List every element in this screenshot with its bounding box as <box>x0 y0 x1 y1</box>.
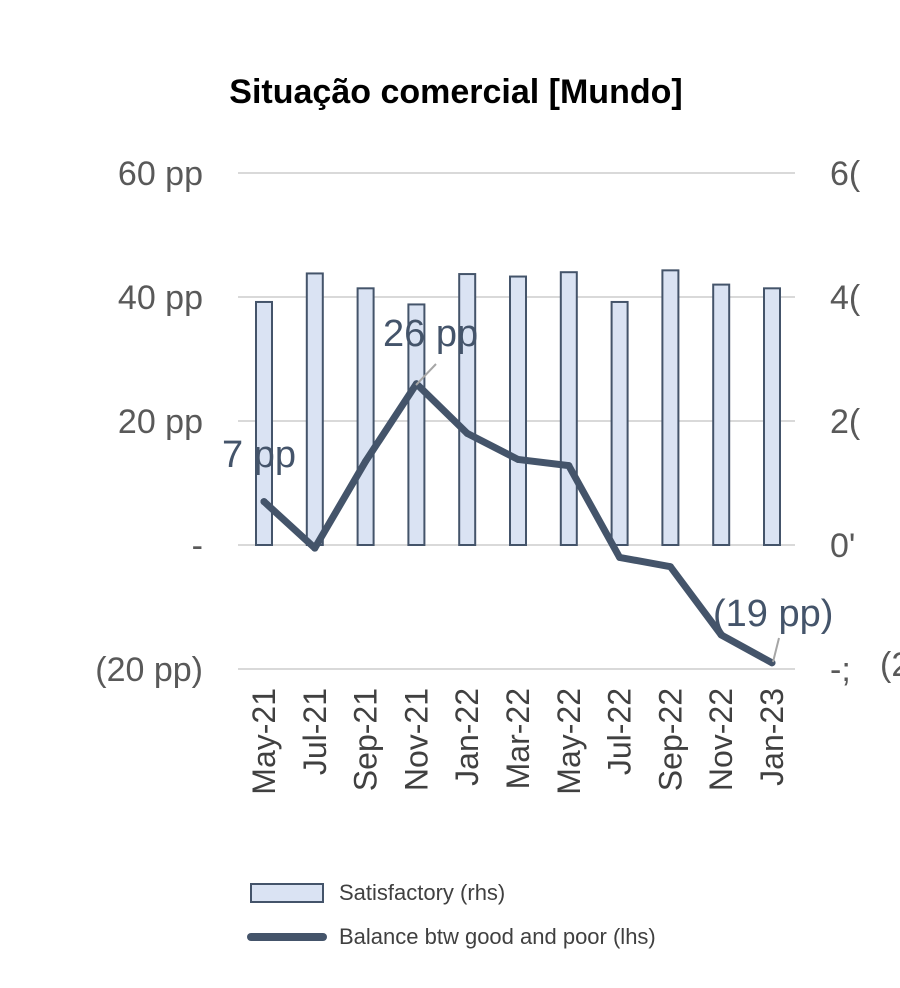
bar <box>356 287 375 546</box>
bar <box>458 273 477 546</box>
chart-title: Situação comercial [Mundo] <box>229 73 682 111</box>
left-tick-label: 40 pp <box>118 279 203 317</box>
right-tick-label: 2( <box>830 403 861 441</box>
bar <box>305 272 324 546</box>
line-series <box>260 380 776 667</box>
legend-label-satisfactory: Satisfactory (rhs) <box>339 880 505 905</box>
right-tick-label: 0' <box>830 527 855 565</box>
data-label: (19 pp) <box>713 593 833 635</box>
x-tick-label: Nov-21 <box>398 688 434 791</box>
x-tick-label: May-21 <box>246 688 282 795</box>
data-label: 7 pp <box>222 434 296 476</box>
bar <box>610 300 629 546</box>
left-tick-label: (20 pp) <box>95 651 203 689</box>
right-tick-label: -; <box>830 651 851 689</box>
left-tick-label: 20 pp <box>118 403 203 441</box>
x-tick-label: Jan-22 <box>449 688 485 786</box>
line-point <box>463 429 471 437</box>
bar <box>763 287 781 546</box>
right-axis: (2 6( 4( 2( 0' -; <box>830 155 900 689</box>
left-tick-label: 60 pp <box>118 155 203 193</box>
x-tick-label: Jul-21 <box>297 688 333 775</box>
line-point <box>616 553 624 561</box>
line-point <box>717 631 725 639</box>
legend: Satisfactory (rhs) Balance btw good and … <box>247 880 656 949</box>
bar <box>712 283 731 546</box>
data-label-leader <box>772 637 780 663</box>
x-tick-label: May-22 <box>551 688 587 795</box>
x-tick-label: Sep-22 <box>652 688 688 791</box>
data-labels: 7 pp 26 pp (19 pp) <box>222 313 833 663</box>
right-tick-label: 4( <box>830 279 861 317</box>
line-point <box>565 462 573 470</box>
right-tick-label: 6( <box>830 155 861 193</box>
line-point <box>666 563 674 571</box>
right-axis-extra-label: (2 <box>880 646 900 684</box>
left-axis: 60 pp 40 pp 20 pp - (20 pp) <box>95 155 203 689</box>
line-point <box>514 455 522 463</box>
x-tick-label: Jul-22 <box>602 688 638 775</box>
x-axis: May-21 Jul-21 Sep-21 Nov-21 Jan-22 Mar-22 May-… <box>246 688 790 795</box>
bar <box>661 269 680 546</box>
x-tick-label: Sep-21 <box>348 688 384 791</box>
bar <box>407 303 426 546</box>
data-label-leader <box>415 363 437 386</box>
bar <box>255 300 273 546</box>
legend-label-balance: Balance btw good and poor (lhs) <box>339 924 656 949</box>
line-point <box>311 544 319 552</box>
x-tick-label: Mar-22 <box>500 688 536 789</box>
x-tick-label: Nov-22 <box>703 688 739 791</box>
bar-series <box>255 269 781 546</box>
line-point <box>362 457 370 465</box>
bar <box>509 275 527 546</box>
legend-swatch-satisfactory <box>250 883 324 903</box>
line-point <box>260 498 268 506</box>
left-tick-label: - <box>192 527 203 565</box>
bar <box>559 271 578 546</box>
line-point <box>768 659 776 667</box>
x-tick-label: Jan-23 <box>754 688 790 786</box>
data-label: 26 pp <box>383 313 478 355</box>
